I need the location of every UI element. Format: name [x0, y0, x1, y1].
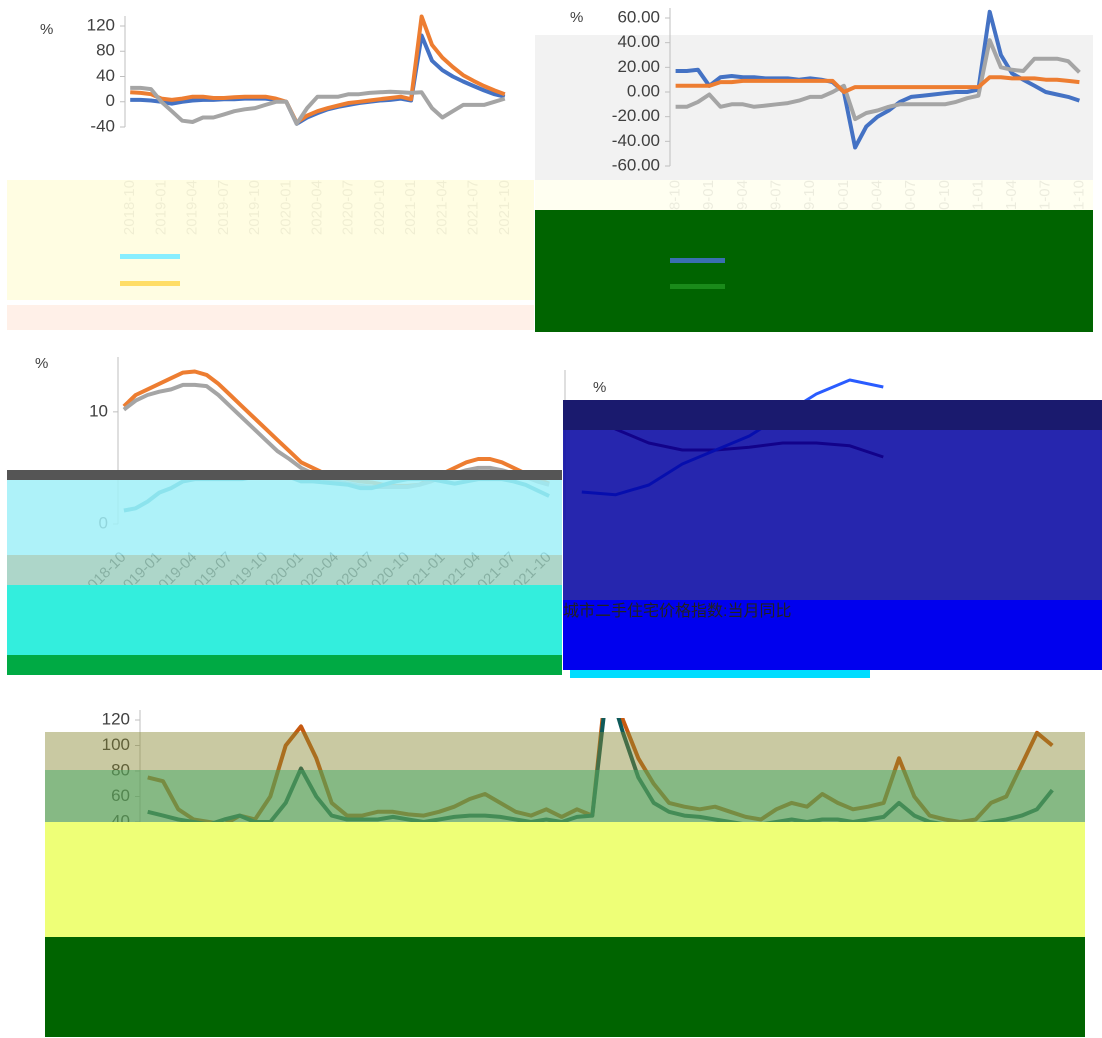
- overlays: 城市二手住宅价格指数:当月同比: [7, 180, 1102, 1037]
- overlay: [7, 180, 534, 300]
- backgrounds: [535, 35, 1093, 180]
- y-tick-label: 10: [89, 401, 108, 420]
- y-axis-label: %: [40, 21, 53, 38]
- overlay: [570, 670, 870, 678]
- overlay: [45, 822, 1085, 937]
- overlay: [670, 284, 725, 289]
- overlay: [563, 430, 1102, 600]
- overlay: [120, 254, 180, 259]
- series-line: [130, 85, 506, 126]
- panel-bg: [535, 35, 1093, 180]
- overlay: [7, 480, 562, 555]
- overlay: [670, 258, 725, 263]
- y-tick-label: 60.00: [617, 7, 660, 26]
- y-tick-label: 40: [96, 66, 115, 85]
- plot: [130, 14, 506, 126]
- series-line: [675, 38, 1081, 122]
- overlay: [563, 600, 1102, 670]
- y-tick-label: -20.00: [612, 106, 660, 125]
- y-tick-label: 120: [102, 709, 130, 728]
- overlay: [535, 180, 1093, 210]
- series-line: [675, 9, 1081, 150]
- plot: [675, 9, 1081, 150]
- overlay: [7, 305, 534, 330]
- y-axis-label: %: [593, 379, 606, 396]
- y-tick-label: 80: [96, 41, 115, 60]
- overlay: [7, 555, 562, 585]
- chart-title: 城市二手住宅价格指数:当月同比: [563, 602, 791, 620]
- y-tick-label: 120: [87, 15, 115, 34]
- y-tick-label: 20.00: [617, 57, 660, 76]
- y-axis-label: %: [570, 9, 583, 26]
- y-tick-label: -40: [90, 116, 115, 135]
- y-tick-label: 0.00: [627, 81, 660, 100]
- overlay: [7, 470, 562, 480]
- y-tick-label: -60.00: [612, 155, 660, 174]
- overlay: [120, 281, 180, 286]
- y-tick-label: -40.00: [612, 131, 660, 150]
- overlay: [45, 937, 1085, 1037]
- y-tick-label: 40.00: [617, 32, 660, 51]
- overlay: [535, 210, 1093, 332]
- overlay: [7, 655, 562, 675]
- y-axis-label: %: [35, 355, 48, 372]
- overlay: [563, 400, 1102, 430]
- y-tick-label: 100: [102, 735, 130, 754]
- overlay: [45, 770, 1085, 822]
- series-line: [675, 75, 1080, 94]
- y-tick-label: 0: [106, 91, 115, 110]
- overlay: [7, 585, 562, 655]
- series-line: [130, 14, 506, 125]
